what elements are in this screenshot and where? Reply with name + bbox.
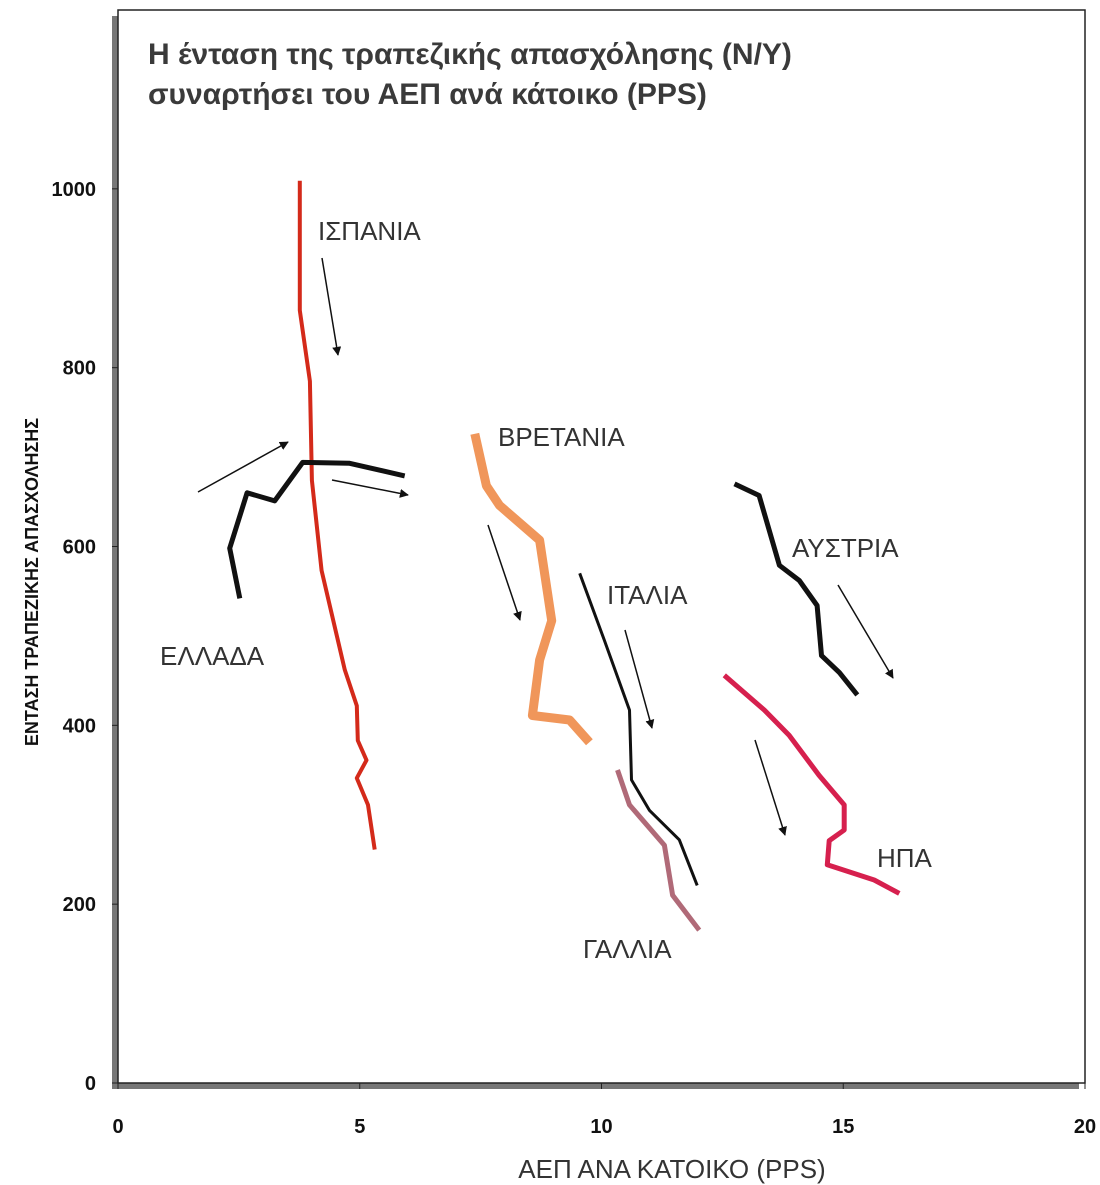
series-label: ΑΥΣΤΡΙΑ	[792, 533, 899, 563]
series-label: ΙΤΑΛΙΑ	[607, 580, 688, 610]
arrow	[197, 441, 289, 493]
y-axis-label: ΕΝΤΑΣΗ ΤΡΑΠΕΖΙΚΗΣ ΑΠΑΣΧΟΛΗΣΗΣ	[22, 418, 42, 746]
series-line	[615, 769, 702, 932]
series-line	[578, 572, 699, 886]
x-tick-label: 10	[590, 1116, 612, 1138]
arrows	[197, 257, 894, 836]
y-tick-label: 400	[63, 715, 96, 737]
x-tick-label: 5	[354, 1116, 365, 1138]
x-axis-label: ΑΕΠ ΑΝΑ ΚΑΤΟΙΚΟ (PPS)	[518, 1154, 825, 1184]
y-tick-label: 0	[85, 1073, 96, 1095]
series-label: ΒΡΕΤΑΝΙΑ	[498, 422, 625, 452]
x-tick-label: 0	[112, 1116, 123, 1138]
y-tick-label: 800	[63, 358, 96, 380]
chart-title: Η ένταση της τραπεζικής απασχόλησης (Ν/Υ…	[148, 38, 792, 71]
series-label: ΕΛΛΑΔΑ	[160, 641, 265, 671]
plot-frame	[117, 9, 1086, 1084]
series-line	[733, 481, 860, 697]
chart-title: συναρτήσει του ΑΕΠ ανά κάτοικο (PPS)	[148, 78, 707, 111]
y-tick-label: 1000	[52, 179, 97, 201]
y-tick-label: 600	[63, 537, 96, 559]
y-tick-label: 200	[63, 894, 96, 916]
x-tick-label: 15	[832, 1116, 854, 1138]
series-line	[722, 673, 901, 896]
arrow	[754, 739, 787, 836]
arrow	[837, 584, 894, 679]
arrow	[624, 629, 655, 729]
series-label: ΓΑΛΛΙΑ	[583, 934, 672, 964]
series-line	[470, 432, 593, 746]
series-line	[297, 180, 377, 850]
arrow	[331, 479, 409, 498]
series-label: ΗΠΑ	[877, 843, 933, 873]
arrow	[487, 524, 522, 621]
x-tick-label: 20	[1074, 1116, 1096, 1138]
series-label: ΙΣΠΑΝΙΑ	[318, 216, 421, 246]
arrow	[321, 257, 342, 356]
series-line	[227, 459, 406, 599]
